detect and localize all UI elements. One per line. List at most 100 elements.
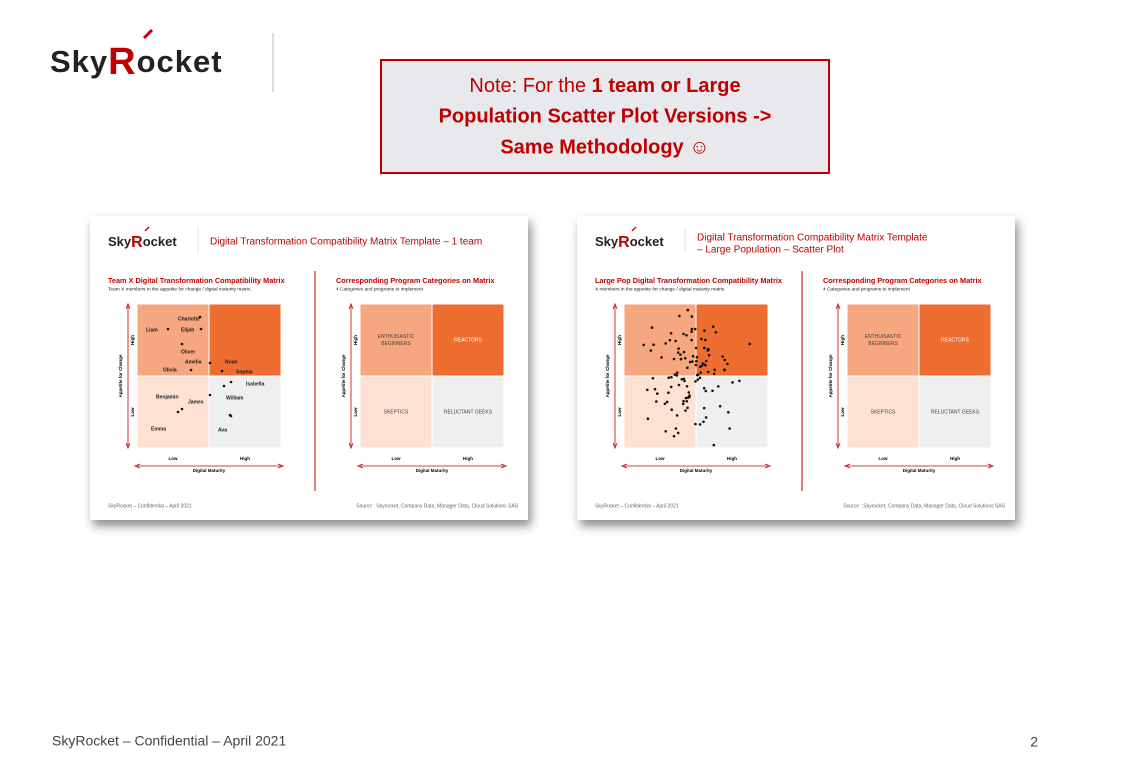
panel-subtitle: 4 Categories and programs to implement [823, 286, 911, 292]
scatter-dot [728, 427, 731, 430]
thumb-title: Digital Transformation Compatibility Mat… [210, 237, 482, 248]
arrow-head [835, 442, 841, 450]
scatter-dot [682, 377, 686, 381]
axis-title: Digital Maturity [903, 468, 936, 473]
scatter-dot [669, 385, 673, 389]
note-line: Population Scatter Plot Versions -> [439, 105, 772, 127]
member-dot [180, 342, 184, 346]
scatter-dot [702, 386, 706, 390]
scatter-dot [672, 357, 676, 361]
thumb-footer: SkyRocket – Confidential – April 2021 [595, 503, 679, 509]
member-dot [198, 315, 202, 319]
member-dot [208, 361, 212, 365]
scatter-dot [686, 406, 689, 410]
quadrant [846, 375, 920, 449]
member-label: Sophia [236, 369, 253, 375]
arrow-head [125, 302, 131, 310]
axis-title: Appetite for Change [118, 354, 123, 397]
axis-title: Digital Maturity [193, 468, 226, 473]
axis-label: Low [169, 456, 178, 461]
scatter-dot [677, 347, 680, 350]
scatter-dot [694, 422, 697, 426]
scatter-dot [675, 374, 679, 377]
quadrant [695, 303, 769, 377]
arrow-head [348, 302, 354, 310]
member-label: Ava [218, 427, 227, 433]
member-dot [229, 414, 233, 418]
slide-thumbnail: SkyRocket Digital Transformation Compatib… [577, 216, 1015, 520]
scatter-dot [707, 354, 711, 357]
scatter-dot [699, 371, 702, 374]
scatter-dot [685, 400, 689, 403]
axis-label: Low [617, 407, 622, 416]
scatter-dot [676, 351, 680, 354]
logo-part: ocket [137, 44, 223, 79]
axis-label: High [617, 335, 622, 345]
axis-label: High [950, 456, 960, 461]
quadrant [359, 375, 433, 449]
member-label: Charlotte [178, 316, 200, 322]
scatter-dot [652, 343, 655, 346]
thumb-title: Digital Transformation Compatibility Mat… [697, 233, 928, 244]
arrow-head [125, 442, 131, 450]
member-label: Olivia [163, 367, 177, 373]
note-text: 1 team or Large [592, 75, 741, 97]
quadrant-label: BEGINNERS [868, 341, 898, 347]
arrow-head [620, 463, 628, 469]
scatter-dot [714, 331, 718, 334]
scatter-dot [685, 385, 689, 388]
scatter-dot [702, 406, 706, 410]
scatter-dot [664, 342, 667, 345]
scatter-dot [721, 355, 724, 358]
arrow-head [987, 463, 995, 469]
axis-title: Digital Maturity [416, 468, 449, 473]
scatter-dot [695, 373, 699, 377]
scatter-dot [691, 354, 695, 358]
quadrant-label: REACTORS [941, 337, 969, 343]
scatter-dot [712, 372, 716, 376]
quadrant [918, 303, 992, 377]
scatter-dot [713, 368, 716, 372]
arrow-head [500, 463, 508, 469]
scatter-dot [653, 387, 657, 391]
scatter-dot [674, 427, 678, 430]
member-label: James [188, 399, 204, 405]
member-label: Emma [151, 426, 166, 432]
member-dot [229, 380, 233, 384]
scatter-dot [686, 308, 690, 312]
scatter-dot [690, 315, 694, 318]
scatter-dot [711, 389, 714, 393]
arrow-head [277, 463, 285, 469]
axis-label: High [840, 335, 845, 345]
scatter-dot [700, 337, 703, 341]
logo-accent [144, 226, 150, 232]
axis-label: Low [840, 407, 845, 416]
axis-title: Appetite for Change [341, 354, 346, 397]
member-dot [180, 407, 184, 411]
thumb-footer: SkyRocket – Confidential – April 2021 [108, 503, 192, 509]
member-label: Benjamin [156, 394, 179, 400]
scatter-dot [694, 363, 698, 367]
scatter-dot [723, 358, 726, 362]
scatter-dot [670, 408, 673, 411]
logo-part: ocket [143, 234, 178, 249]
arrow-head [843, 463, 851, 469]
quadrant-label: BEGINNERS [381, 341, 411, 347]
axis-title: Appetite for Change [605, 354, 610, 397]
scatter-dot [677, 383, 681, 387]
quadrant [918, 375, 992, 449]
axis-label: Low [392, 456, 401, 461]
scatter-dot [668, 338, 672, 342]
axis-label: High [463, 456, 473, 461]
axis-label: Low [130, 407, 135, 416]
quadrant-label: ENTHUISASTIC [378, 334, 415, 340]
axis-label: Low [353, 407, 358, 416]
scatter-dot [748, 342, 752, 346]
scatter-dot [667, 391, 670, 394]
scatter-dot [683, 356, 687, 360]
member-dot [176, 410, 180, 414]
thumb-logo: SkyRocket [595, 234, 664, 251]
scatter-dot [704, 389, 708, 393]
scatter-dot [705, 359, 708, 363]
